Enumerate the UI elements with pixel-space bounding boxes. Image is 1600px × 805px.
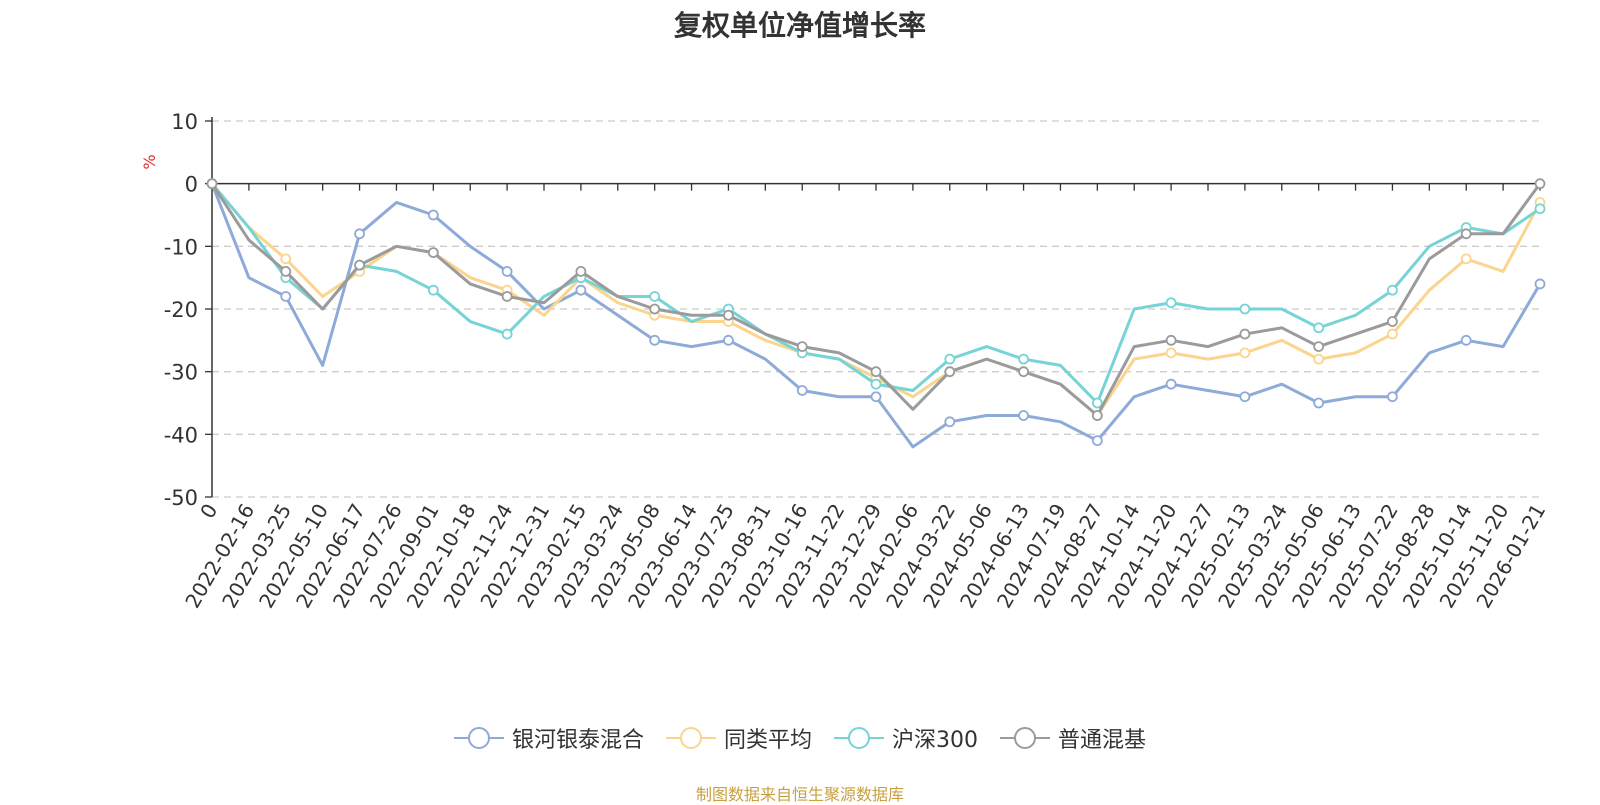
legend-item[interactable]: 沪深300: [834, 722, 978, 754]
y-tick-label: -50: [164, 486, 198, 510]
legend: 银河银泰混合 同类平均 沪深300 普通混基: [0, 722, 1600, 754]
data-point: [1239, 303, 1251, 315]
data-point: [649, 303, 661, 315]
gridlines: [212, 120, 1540, 498]
data-point: [1018, 353, 1029, 365]
data-point: [575, 284, 587, 296]
legend-marker-icon: [1000, 727, 1050, 749]
data-point: [1387, 316, 1398, 327]
data-point: [723, 334, 734, 346]
series-lines: [206, 178, 1546, 449]
legend-label: 银河银泰混合: [511, 728, 644, 753]
y-tick-label: -10: [164, 235, 198, 259]
data-point: [427, 284, 439, 296]
data-point: [280, 253, 292, 265]
y-tick-label: -20: [164, 298, 198, 322]
legend-label: 同类平均: [723, 728, 812, 753]
data-point: [280, 265, 292, 277]
legend-item[interactable]: 银河银泰混合: [453, 722, 644, 754]
legend-label: 沪深300: [892, 728, 978, 753]
data-point: [1387, 391, 1398, 403]
data-point: [1460, 228, 1472, 240]
source-note: 制图数据来自恒生聚源数据库: [695, 785, 904, 804]
data-point: [723, 309, 734, 321]
data-point: [944, 416, 956, 428]
data-point: [649, 334, 661, 346]
data-point: [1534, 278, 1546, 290]
chart-title: 复权单位净值增长率: [673, 9, 926, 42]
data-point: [1239, 328, 1251, 340]
data-point: [1313, 353, 1325, 365]
data-point: [354, 259, 365, 271]
data-point: [1018, 410, 1029, 421]
data-point: [1091, 397, 1103, 409]
y-tick-label: -30: [164, 361, 198, 385]
y-tick-label: 10: [171, 110, 198, 134]
data-point: [870, 391, 882, 403]
data-point: [427, 209, 439, 221]
legend-item[interactable]: 同类平均: [665, 722, 812, 754]
data-point: [1534, 203, 1546, 215]
data-point: [1460, 253, 1472, 265]
y-tick-label: -40: [164, 423, 198, 447]
data-point: [1534, 178, 1546, 190]
x-tick-label: 0: [195, 500, 222, 523]
data-point: [501, 291, 513, 302]
data-point: [1460, 334, 1472, 346]
data-point: [796, 341, 808, 353]
data-point: [575, 265, 587, 277]
legend-marker-icon: [453, 727, 504, 749]
data-point: [1313, 341, 1325, 353]
y-tick-label: 0: [185, 173, 198, 197]
data-point: [944, 353, 956, 365]
data-point: [870, 366, 882, 378]
data-point: [1091, 410, 1103, 421]
data-point: [649, 291, 661, 302]
data-point: [1165, 297, 1177, 309]
legend-item[interactable]: 普通混基: [1000, 722, 1146, 754]
data-point: [1313, 322, 1325, 334]
legend-label: 普通混基: [1058, 728, 1147, 753]
data-point: [206, 178, 218, 190]
data-point: [501, 265, 513, 277]
data-point: [1239, 347, 1251, 359]
data-point: [1387, 284, 1398, 296]
data-point: [1165, 334, 1177, 346]
data-point: [870, 378, 882, 390]
data-point: [501, 328, 513, 340]
data-point: [1239, 391, 1251, 403]
data-point: [944, 366, 956, 378]
data-point: [1387, 328, 1398, 340]
legend-marker-icon: [834, 727, 884, 749]
data-point: [1165, 347, 1177, 359]
y-axis-label: %: [140, 154, 159, 169]
line-chart: 100-10-20-30-40-5002022-02-162022-03-252…: [140, 110, 1550, 612]
data-point: [796, 385, 808, 396]
data-point: [280, 291, 292, 302]
data-point: [354, 228, 365, 240]
data-point: [1313, 397, 1325, 409]
data-point: [1018, 366, 1029, 378]
data-point: [1091, 435, 1103, 447]
data-point: [427, 247, 439, 259]
data-point: [1165, 378, 1177, 390]
series-line: [210, 183, 1542, 449]
legend-marker-icon: [665, 727, 716, 749]
